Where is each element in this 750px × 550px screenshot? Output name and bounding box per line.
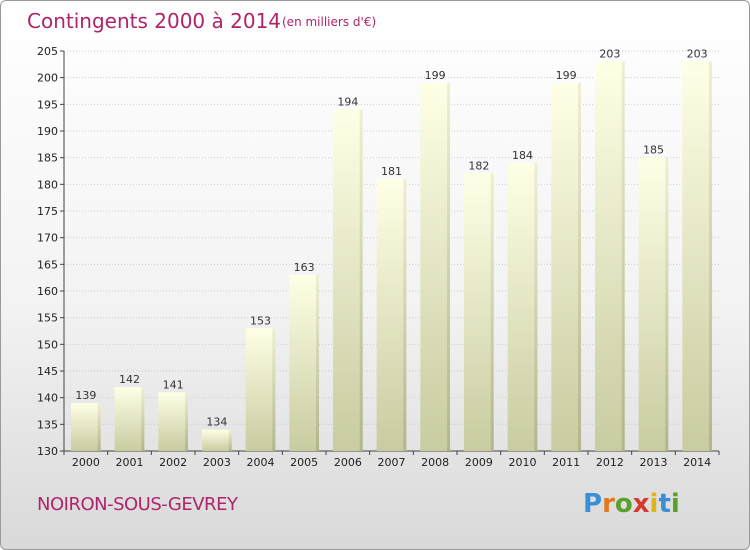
bar-shade — [141, 387, 145, 451]
bar — [332, 109, 363, 452]
bar-shade — [97, 403, 101, 451]
bar-shade — [578, 83, 582, 451]
x-tick-label: 2005 — [290, 456, 318, 469]
bar — [420, 83, 451, 451]
data-label: 181 — [381, 165, 402, 178]
bar — [201, 429, 232, 451]
bar — [551, 83, 582, 451]
x-tick-label: 2006 — [334, 456, 362, 469]
y-tick-label: 170 — [37, 232, 58, 245]
y-tick-label: 205 — [37, 45, 58, 58]
data-label: 153 — [250, 314, 271, 327]
y-tick-label: 195 — [37, 98, 58, 111]
bar — [376, 179, 407, 451]
logo-letter: i — [649, 489, 659, 519]
x-tick-label: 2012 — [596, 456, 624, 469]
y-tick-label: 185 — [37, 152, 58, 165]
bar — [158, 392, 189, 451]
x-tick-label: 2001 — [116, 456, 144, 469]
y-tick-label: 200 — [37, 72, 58, 85]
bar — [507, 163, 538, 451]
data-label: 182 — [468, 160, 489, 173]
x-tick-label: 2007 — [378, 456, 406, 469]
x-tick-label: 2003 — [203, 456, 231, 469]
bar — [114, 387, 145, 451]
bar — [682, 61, 713, 452]
x-tick-label: 2011 — [552, 456, 580, 469]
data-label: 185 — [643, 144, 664, 157]
bar-shade — [534, 163, 538, 451]
data-label: 141 — [163, 378, 184, 391]
x-tick-label: 2014 — [683, 456, 711, 469]
y-tick-label: 155 — [37, 312, 58, 325]
y-tick-label: 140 — [37, 392, 58, 405]
x-tick-label: 2010 — [509, 456, 537, 469]
data-label: 142 — [119, 373, 140, 386]
data-label: 199 — [425, 69, 446, 82]
bar-shade — [403, 179, 407, 451]
bar-shade — [228, 429, 232, 451]
logo-letter: o — [614, 489, 633, 519]
data-label: 199 — [556, 69, 577, 82]
data-label: 184 — [512, 149, 533, 162]
bar-shade — [709, 61, 713, 452]
proxiti-logo: Proxiti — [583, 489, 680, 519]
bar-shade — [490, 173, 494, 451]
y-tick-label: 175 — [37, 205, 58, 218]
y-tick-label: 135 — [37, 418, 58, 431]
place-name: NOIRON-SOUS-GEVREY — [37, 494, 238, 515]
y-tick-label: 165 — [37, 258, 58, 271]
y-tick-label: 180 — [37, 178, 58, 191]
bar-shade — [316, 275, 320, 451]
bar — [70, 403, 101, 451]
bar — [463, 173, 494, 451]
bar-shade — [272, 328, 276, 451]
data-label: 163 — [294, 261, 315, 274]
bar — [245, 328, 276, 451]
x-tick-label: 2009 — [465, 456, 493, 469]
data-label: 203 — [599, 48, 620, 61]
y-tick-label: 145 — [37, 365, 58, 378]
logo-letter: x — [632, 489, 650, 519]
x-tick-label: 2002 — [159, 456, 187, 469]
chart-title: Contingents 2000 à 2014 — [27, 9, 281, 33]
logo-letter: r — [602, 489, 615, 519]
bar-shade — [621, 61, 625, 452]
logo-letter: P — [583, 489, 603, 519]
bar-shade — [447, 83, 451, 451]
y-tick-label: 150 — [37, 338, 58, 351]
y-tick-label: 190 — [37, 125, 58, 138]
data-label: 203 — [687, 48, 708, 61]
bar — [289, 275, 320, 451]
bar — [638, 157, 669, 451]
data-label: 194 — [337, 96, 358, 109]
x-tick-label: 2000 — [72, 456, 100, 469]
bar — [594, 61, 625, 452]
logo-letter: i — [670, 489, 680, 519]
data-label: 134 — [206, 416, 227, 429]
x-tick-label: 2004 — [247, 456, 275, 469]
logo-letter: t — [658, 489, 671, 519]
x-tick-label: 2013 — [640, 456, 668, 469]
bar-shade — [185, 392, 189, 451]
bar-shade — [665, 157, 669, 451]
x-tick-label: 2008 — [421, 456, 449, 469]
y-tick-label: 130 — [37, 445, 58, 458]
y-tick-label: 160 — [37, 285, 58, 298]
data-label: 139 — [75, 389, 96, 402]
bar-shade — [359, 109, 363, 452]
chart-unit: (en milliers d'€) — [282, 15, 376, 29]
